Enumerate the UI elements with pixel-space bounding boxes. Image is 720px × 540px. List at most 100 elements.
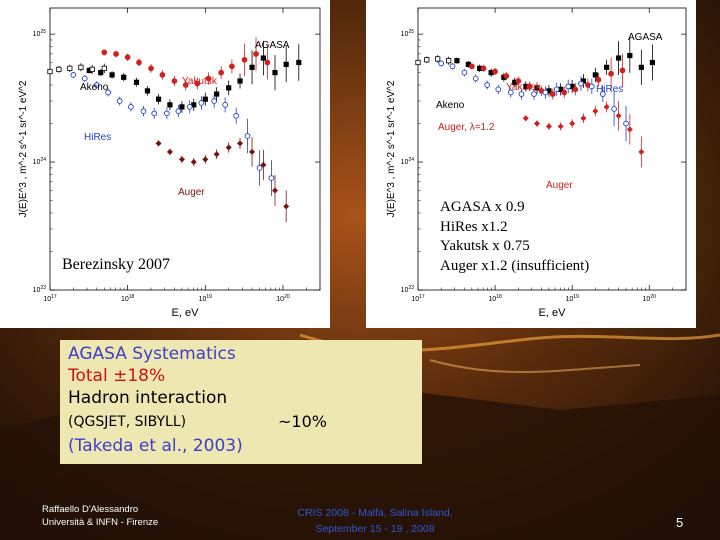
scaling-annotations: AGASA x 0.9 HiRes x1.2 Yakutsk x 0.75 Au…	[440, 198, 589, 276]
data-point-akeno	[415, 59, 421, 66]
label-hires: HiRes	[84, 132, 111, 143]
data-point-auger	[626, 126, 633, 133]
data-point-agasa	[121, 74, 127, 80]
data-point-agasa	[627, 52, 633, 59]
data-point-akeno	[56, 66, 62, 72]
x-axis-label: E, eV	[539, 307, 567, 319]
scaling-hires: HiRes x1.2	[440, 218, 508, 235]
data-point-akeno	[89, 66, 95, 72]
data-point-hires	[244, 133, 251, 139]
systematics-title: AGASA Systematics	[68, 344, 236, 364]
data-point-yakutsk	[101, 49, 108, 56]
page-number: 5	[676, 515, 684, 530]
label-agasa: AGASA	[628, 32, 663, 43]
data-point-auger	[178, 156, 185, 163]
data-point-yakutsk	[469, 63, 475, 70]
data-point-hires	[211, 98, 217, 104]
data-point-auger	[534, 120, 541, 127]
data-point-yakutsk	[159, 72, 166, 78]
systematics-total: Total ±18%	[68, 366, 166, 386]
data-point-yakutsk	[136, 59, 142, 66]
data-point-agasa	[133, 79, 140, 85]
data-point-agasa	[296, 59, 302, 66]
data-point-agasa	[237, 78, 243, 84]
data-point-hires	[484, 82, 491, 88]
conference-dates: September 15 - 19 , 2008	[315, 523, 435, 535]
label-hires: HiRes	[596, 84, 623, 95]
systematics-reference: (Takeda et al., 2003)	[68, 436, 243, 456]
label-auger: Auger	[546, 180, 573, 191]
data-point-yakutsk	[241, 56, 248, 63]
data-point-hires	[81, 75, 88, 82]
systematics-hadron: Hadron interaction	[68, 388, 228, 408]
scaling-auger: Auger x1.2 (insufficient)	[440, 257, 590, 274]
data-point-yakutsk	[595, 76, 602, 83]
data-point-akeno	[67, 65, 73, 71]
data-point-hires	[151, 110, 158, 117]
data-point-yakutsk	[124, 54, 131, 61]
data-point-agasa	[615, 55, 622, 61]
author-affiliation: Università & INFN - Firenze	[42, 517, 159, 528]
data-point-auger	[213, 151, 220, 158]
label-yakutsk: Yakutsk	[182, 76, 218, 87]
data-point-agasa	[454, 58, 460, 64]
data-point-hires	[222, 101, 228, 108]
y-tick-label: 1025	[33, 29, 47, 38]
data-point-yakutsk	[148, 65, 154, 72]
data-point-auger	[202, 156, 209, 163]
data-point-auger	[225, 144, 232, 151]
data-point-auger	[283, 203, 290, 210]
data-point-agasa	[167, 102, 173, 108]
data-point-agasa	[214, 91, 220, 97]
data-point-auger	[249, 148, 256, 155]
data-point-akeno	[78, 64, 84, 70]
data-point-akeno	[435, 56, 441, 62]
data-point-hires	[140, 108, 147, 114]
chart-panel-rescaled: 1017 1018 1019 1020 1023 1024 1025 E, eV J(E)E^3…	[366, 0, 696, 328]
data-point-hires	[507, 89, 514, 96]
data-point-akeno	[446, 58, 452, 64]
data-point-yakutsk	[526, 83, 533, 90]
x-axis-label: E, eV	[172, 307, 200, 319]
data-point-agasa	[109, 72, 115, 78]
data-point-hires	[623, 120, 629, 127]
x-tick-label: 1019	[199, 294, 213, 303]
data-point-auger	[522, 115, 529, 122]
systematics-models: (QGSJET, SIBYLL)	[68, 414, 187, 430]
data-point-auger	[603, 103, 610, 110]
x-tick-label: 1020	[276, 294, 290, 303]
conference-name: CRIS 2008 - Malfa, Salina Island,	[297, 507, 453, 519]
data-point-hires	[531, 91, 537, 97]
data-point-yakutsk	[480, 65, 487, 72]
data-point-agasa	[283, 61, 289, 67]
scaling-yakutsk: Yakutsk x 0.75	[440, 238, 530, 254]
y-tick-label: 1023	[401, 285, 415, 294]
data-point-hires	[116, 98, 123, 104]
x-tick-label: 1018	[121, 294, 135, 303]
y-axis-label: J(E)E^3 , m^-2 s^-1 sr^-1 eV^2	[386, 80, 397, 217]
data-point-hires	[553, 86, 560, 93]
data-point-hires	[495, 86, 502, 93]
data-point-yakutsk	[182, 82, 189, 88]
data-point-agasa	[649, 59, 656, 66]
chart-panel-berezinsky: 1017 1018 1019 1020 1023 1024 1025 E, eV J(E)E^3…	[0, 0, 330, 328]
data-point-yakutsk	[113, 51, 119, 57]
data-point-agasa	[604, 64, 610, 70]
label-agasa: AGASA	[255, 40, 290, 51]
data-point-agasa	[592, 72, 598, 78]
data-point-auger	[155, 140, 162, 147]
x-tick-label: 1020	[643, 294, 657, 303]
data-point-agasa	[202, 96, 208, 102]
data-point-auger	[260, 161, 267, 168]
label-yakutsk: Yakutsk	[506, 82, 542, 93]
data-point-hires	[588, 83, 595, 90]
spectrum-chart-right: 1017 1018 1019 1020 1023 1024 1025 E, eV J(E)E^3…	[386, 7, 687, 319]
y-tick-label: 1024	[401, 157, 415, 166]
data-point-hires	[164, 110, 170, 117]
systematics-box: AGASA Systematics Total ±18% Hadron inte…	[60, 340, 422, 464]
data-point-yakutsk	[549, 91, 556, 97]
label-auger-lambda: Auger, λ=1.2	[438, 122, 495, 133]
data-point-auger	[190, 159, 197, 166]
data-point-hires	[70, 72, 77, 78]
data-point-agasa	[155, 96, 162, 102]
